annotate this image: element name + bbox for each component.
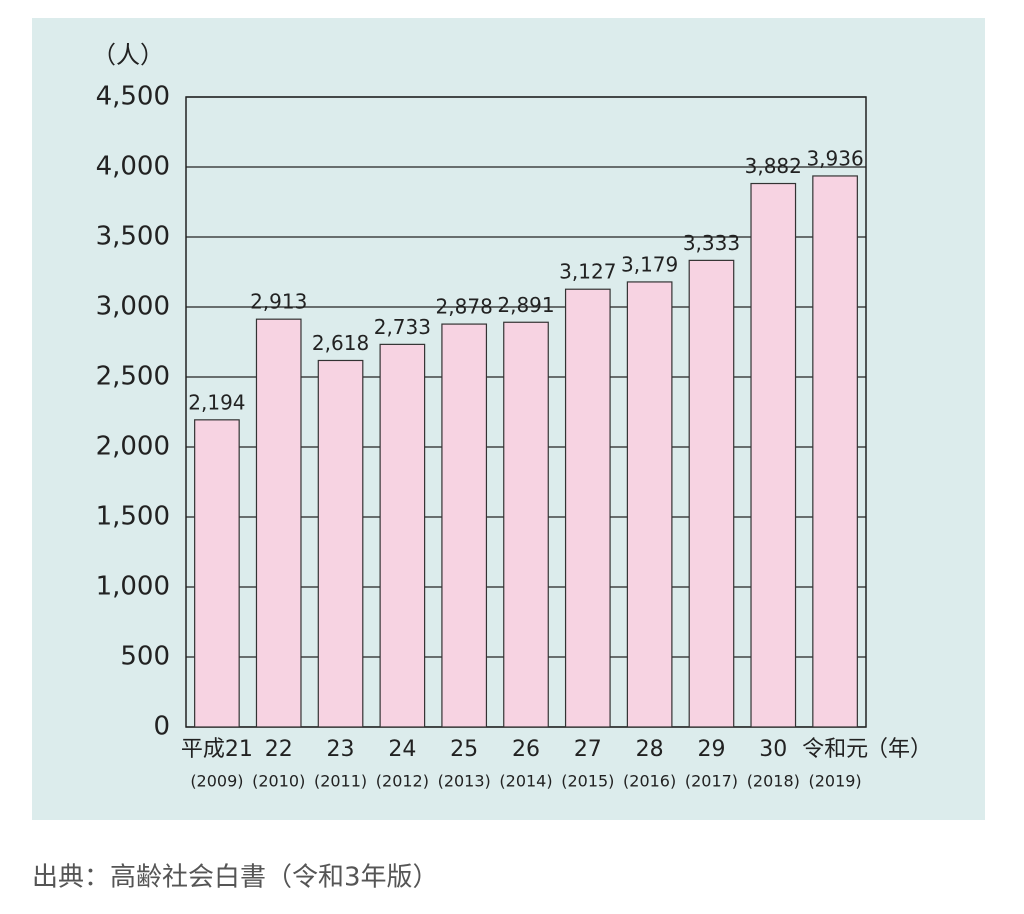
bar [812, 175, 858, 728]
y-tick-label: 2,000 [96, 432, 170, 462]
value-label: 2,194 [188, 390, 245, 414]
x-tick-label: 23 [327, 737, 355, 762]
value-label: 3,127 [559, 260, 616, 284]
y-tick-label: 2,500 [96, 362, 170, 392]
x-tick-sublabel: (2019) [809, 772, 862, 791]
x-tick-sublabel: (2018) [747, 772, 800, 791]
bar [503, 321, 549, 728]
x-tick-sublabel: (2011) [314, 772, 367, 791]
x-tick-label: 26 [512, 737, 540, 762]
y-tick-label: 500 [120, 642, 170, 672]
x-tick-label: 平成21 [181, 737, 253, 762]
bar [688, 259, 735, 728]
value-label: 2,913 [250, 290, 307, 314]
value-label: 3,936 [806, 146, 863, 170]
bar [750, 182, 797, 728]
x-tick-sublabel: (2016) [623, 772, 676, 791]
bar [317, 359, 364, 728]
x-tick-label: 30 [759, 737, 787, 762]
x-tick-label: 28 [636, 737, 664, 762]
bar [441, 323, 488, 728]
value-label: 3,333 [683, 231, 740, 255]
value-label: 2,733 [374, 315, 431, 339]
x-unit: （年） [866, 737, 932, 762]
bar [626, 281, 673, 728]
bar [379, 343, 426, 728]
x-tick-label: 25 [450, 737, 478, 762]
x-tick-sublabel: (2012) [376, 772, 429, 791]
x-tick-sublabel: (2015) [561, 772, 614, 791]
x-tick-label: 29 [697, 737, 725, 762]
y-tick-label: 1,500 [96, 502, 170, 532]
x-tick-label: 27 [574, 737, 602, 762]
y-tick-label: 4,500 [96, 82, 170, 112]
x-tick-sublabel: (2017) [685, 772, 738, 791]
value-label: 2,878 [436, 295, 493, 319]
y-unit: （人） [92, 41, 164, 69]
x-tick-sublabel: (2009) [190, 772, 243, 791]
x-tick-label: 24 [388, 737, 416, 762]
value-label: 3,179 [621, 252, 678, 276]
bar [194, 419, 240, 728]
bar [255, 318, 302, 728]
source: 出典：高齢社会白書（令和3年版） [32, 863, 439, 893]
y-tick-label: 1,000 [96, 572, 170, 602]
value-label: 2,891 [497, 293, 554, 317]
x-tick-label: 22 [265, 737, 293, 762]
x-tick-sublabel: (2010) [252, 772, 305, 791]
x-tick-sublabel: (2014) [499, 772, 552, 791]
x-tick-sublabel: (2013) [438, 772, 491, 791]
bar [564, 288, 611, 728]
value-label: 3,882 [745, 154, 802, 178]
y-tick-label: 0 [153, 712, 170, 742]
y-tick-label: 3,000 [96, 292, 170, 322]
x-tick-label: 令和元 [802, 737, 868, 762]
y-tick-label: 4,000 [96, 152, 170, 182]
value-label: 2,618 [312, 331, 369, 355]
y-tick-label: 3,500 [96, 222, 170, 252]
